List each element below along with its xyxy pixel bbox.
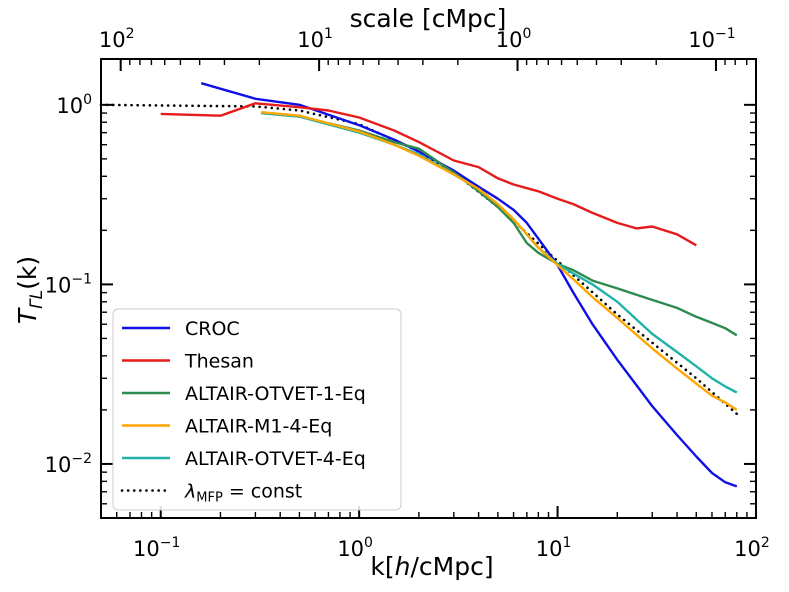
- legend-label-thesan: Thesan: [184, 351, 254, 373]
- series-layer: [99, 82, 739, 488]
- legend-label-croc: CROC: [185, 318, 240, 340]
- x-axis-title-tail: /cMpc]: [410, 552, 493, 581]
- y-axis-title-arg: (k): [13, 256, 42, 290]
- tick-labels: 10−1 100 101 102 102 101 100 10−1 10−2 10−1 100: [45, 26, 770, 561]
- x-axis-title: k[h/cMpc]: [370, 552, 493, 581]
- y-tick-label: 10−2: [45, 451, 92, 477]
- x-tick-label: 102: [734, 535, 770, 561]
- series-line-altair-otvet-1-eq: [260, 111, 738, 337]
- plot-frame: [100, 58, 757, 519]
- y-tick-label: 10−1: [45, 271, 92, 297]
- legend: CROC Thesan ALTAIR-OTVET-1-Eq ALTAIR-M1-4-E…: [112, 308, 402, 511]
- top-tick-label: 100: [496, 26, 532, 52]
- legend-label-altair-otvet-4-eq: ALTAIR-OTVET-4-Eq: [185, 448, 366, 470]
- series-line-croc: [200, 82, 738, 488]
- x-tick-label: 100: [337, 535, 373, 561]
- y-axis-title: TΓL(k): [13, 256, 47, 324]
- top-tick-label: 101: [297, 26, 333, 52]
- series-line-thesan: [160, 102, 697, 247]
- y-tick-label: 100: [56, 92, 92, 118]
- top-tick-label: 102: [99, 26, 135, 52]
- x-axis-title-h: h: [395, 552, 411, 581]
- y-axis-title-T: T: [13, 307, 42, 324]
- top-tick-label: 10−1: [688, 26, 735, 52]
- series-line-altair-m1-4-eq: [260, 111, 738, 411]
- x-tick-label: 10−1: [133, 535, 180, 561]
- x-axis-title-main: k[: [370, 552, 394, 581]
- legend-label-mfp-const: λMFP = const: [184, 481, 302, 506]
- x-tick-label: 101: [536, 535, 572, 561]
- y-axis-title-sub: ΓL: [27, 290, 47, 309]
- legend-label-altair-otvet-1-eq: ALTAIR-OTVET-1-Eq: [185, 383, 366, 405]
- legend-frame: [112, 308, 402, 511]
- legend-label-altair-m1-4-eq: ALTAIR-M1-4-Eq: [185, 416, 332, 438]
- top-axis-title: scale [cMpc]: [350, 4, 507, 33]
